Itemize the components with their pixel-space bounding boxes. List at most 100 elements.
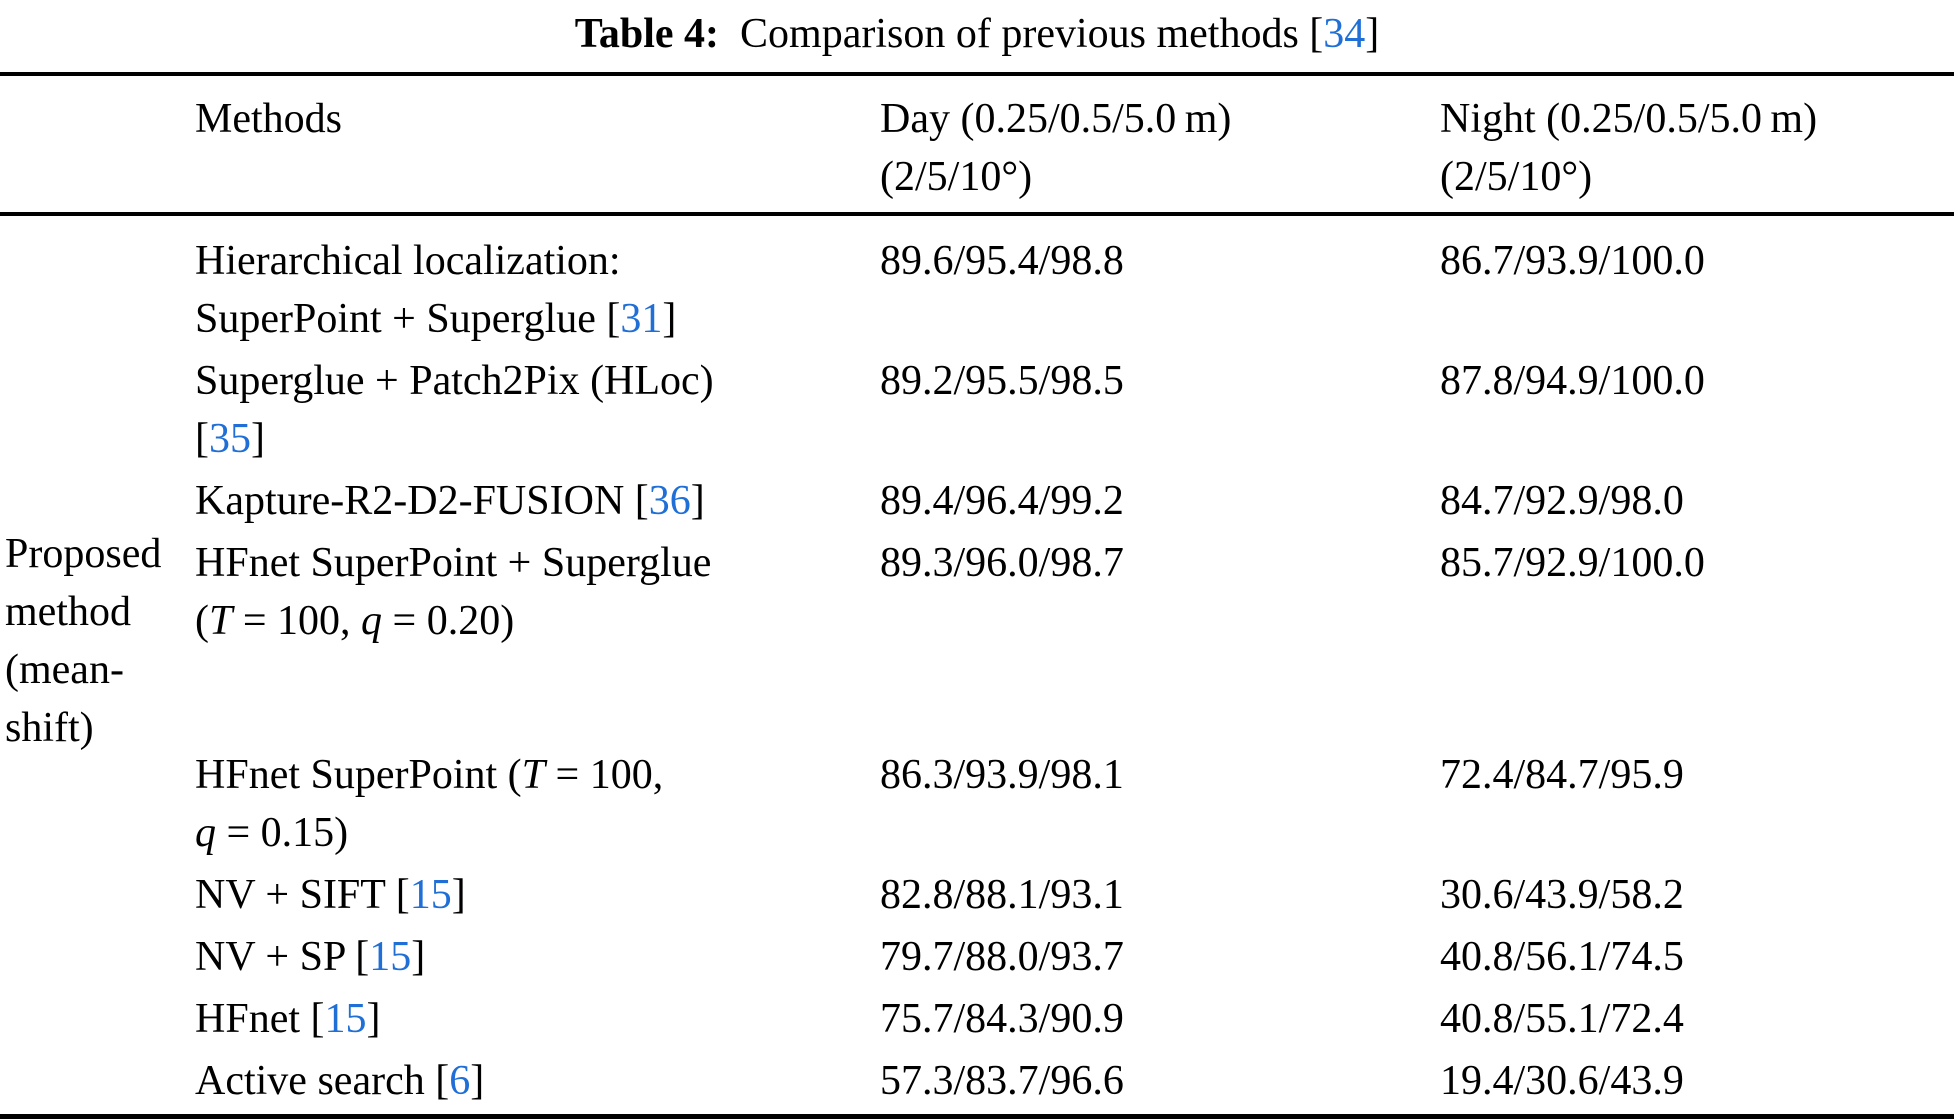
- text-segment: T: [521, 752, 546, 798]
- column-header-methods-label: Methods: [195, 96, 342, 142]
- method-cell: Hierarchical localization: SuperPoint + S…: [190, 232, 875, 348]
- text-segment: HFnet [: [195, 996, 325, 1042]
- text-segment: = 100,: [232, 598, 362, 644]
- day-value-cell: 57.3/83.7/96.6: [880, 1058, 1124, 1104]
- table-rule-header: [0, 212, 1954, 216]
- method-line: Active search [6]: [195, 1052, 875, 1110]
- day-value-cell: 89.2/95.5/98.5: [880, 358, 1124, 404]
- method-line: q = 0.15): [195, 804, 875, 862]
- text-segment: [: [195, 416, 209, 462]
- text-segment: Hierarchical localization:: [195, 238, 621, 284]
- text-segment: ]: [251, 416, 265, 462]
- text-segment: ]: [690, 478, 705, 524]
- day-value-cell: 89.6/95.4/98.8: [880, 238, 1124, 284]
- method-cell: HFnet SuperPoint + Superglue (T = 100, q …: [190, 534, 875, 742]
- row-group-label-line: shift): [5, 705, 94, 751]
- method-line: Kapture-R2-D2-FUSION [36]: [195, 472, 875, 530]
- column-header-methods: Methods: [190, 90, 875, 206]
- method-cell: NV + SP [15]: [190, 928, 875, 986]
- citation-link[interactable]: 15: [409, 872, 452, 918]
- text-segment: Active search [: [195, 1058, 450, 1104]
- night-value-cell: 84.7/92.9/98.0: [1440, 478, 1684, 524]
- column-header-day-line2: (2/5/10°): [880, 154, 1033, 200]
- method-line: (T = 100, q = 0.20): [195, 592, 875, 650]
- citation-link[interactable]: 15: [324, 996, 367, 1042]
- column-header-day-line1: Day (0.25/0.5/5.0 m): [880, 96, 1232, 142]
- table-header-row: Methods Day (0.25/0.5/5.0 m) (2/5/10°) N…: [0, 76, 1954, 212]
- method-line: HFnet [15]: [195, 990, 875, 1048]
- column-header-day: Day (0.25/0.5/5.0 m) (2/5/10°): [875, 90, 1435, 206]
- method-cell: HFnet [15]: [190, 990, 875, 1048]
- method-line: HFnet SuperPoint (T = 100,: [195, 746, 875, 804]
- method-cell: NV + SIFT [15]: [190, 866, 875, 924]
- method-cell: Active search [6]: [190, 1052, 875, 1110]
- method-line: HFnet SuperPoint + Superglue: [195, 534, 875, 592]
- method-line: NV + SP [15]: [195, 928, 875, 986]
- method-cell: HFnet SuperPoint (T = 100, q = 0.15): [190, 746, 875, 862]
- citation-link[interactable]: 34: [1323, 11, 1366, 57]
- citation-link[interactable]: 36: [648, 478, 691, 524]
- row-group-label-line: method: [5, 589, 131, 635]
- citation-link[interactable]: 15: [369, 934, 412, 980]
- table-body: Proposed method (mean-shift) Hierarchical l…: [0, 216, 1954, 1114]
- column-header-night-line2: (2/5/10°): [1440, 154, 1593, 200]
- citation-link[interactable]: 6: [449, 1058, 471, 1104]
- row-group-label-line: (mean-: [5, 647, 124, 693]
- method-line: Hierarchical localization:: [195, 232, 875, 290]
- text-segment: Superglue + Patch2Pix (HLoc): [195, 358, 714, 404]
- text-segment: NV + SIFT [: [195, 872, 410, 918]
- day-value-cell: 89.4/96.4/99.2: [880, 478, 1124, 524]
- night-value-cell: 19.4/30.6/43.9: [1440, 1058, 1684, 1104]
- night-value-cell: 86.7/93.9/100.0: [1440, 238, 1705, 284]
- header-spacer-cell: [0, 90, 190, 206]
- text-segment: SuperPoint + Superglue [: [195, 296, 621, 342]
- day-value-cell: 75.7/84.3/90.9: [880, 996, 1124, 1042]
- method-cell: Kapture-R2-D2-FUSION [36]: [190, 472, 875, 530]
- text-segment: q: [361, 598, 383, 644]
- citation-link[interactable]: 31: [620, 296, 663, 342]
- table-rule-top: [0, 72, 1954, 76]
- night-value-cell: 85.7/92.9/100.0: [1440, 540, 1705, 586]
- text-segment: (: [195, 598, 209, 644]
- night-value-cell: 72.4/84.7/95.9: [1440, 752, 1684, 798]
- citation-link[interactable]: 35: [209, 416, 251, 462]
- method-line: SuperPoint + Superglue [31]: [195, 290, 875, 348]
- table-caption: Table 4: Comparison of previous methods …: [0, 0, 1954, 72]
- text-segment: ]: [1365, 11, 1380, 57]
- day-value-cell: 82.8/88.1/93.1: [880, 872, 1124, 918]
- column-header-night: Night (0.25/0.5/5.0 m) (2/5/10°): [1435, 90, 1954, 206]
- method-line: Superglue + Patch2Pix (HLoc): [195, 352, 875, 410]
- night-value-cell: 40.8/55.1/72.4: [1440, 996, 1684, 1042]
- method-line: [35]: [195, 410, 875, 468]
- day-value-cell: 86.3/93.9/98.1: [880, 752, 1124, 798]
- night-value-cell: 40.8/56.1/74.5: [1440, 934, 1684, 980]
- method-cell: Superglue + Patch2Pix (HLoc) [35]: [190, 352, 875, 468]
- text-segment: HFnet SuperPoint + Superglue: [195, 540, 712, 586]
- row-group-label-line: Proposed: [5, 531, 162, 577]
- text-segment: T: [209, 598, 233, 644]
- text-segment: Table 4:: [574, 11, 720, 57]
- text-segment: q: [195, 810, 216, 856]
- text-segment: ]: [366, 996, 381, 1042]
- text-segment: ]: [451, 872, 466, 918]
- text-segment: = 100,: [545, 752, 664, 798]
- text-segment: Comparison of previous methods [: [719, 11, 1324, 57]
- text-segment: ]: [662, 296, 677, 342]
- row-group-label: Proposed method (mean-shift): [5, 525, 190, 757]
- row-group-label-cell: Proposed method (mean-shift): [0, 232, 190, 1110]
- text-segment: HFnet SuperPoint (: [195, 752, 522, 798]
- method-line: NV + SIFT [15]: [195, 866, 875, 924]
- table-rule-bottom: [0, 1114, 1954, 1119]
- text-segment: = 0.15): [216, 810, 349, 856]
- night-value-cell: 30.6/43.9/58.2: [1440, 872, 1684, 918]
- text-segment: Kapture-R2-D2-FUSION [: [195, 478, 649, 524]
- night-value-cell: 87.8/94.9/100.0: [1440, 358, 1705, 404]
- day-value-cell: 79.7/88.0/93.7: [880, 934, 1124, 980]
- text-segment: NV + SP [: [195, 934, 370, 980]
- day-value-cell: 89.3/96.0/98.7: [880, 540, 1124, 586]
- column-header-night-line1: Night (0.25/0.5/5.0 m): [1440, 96, 1818, 142]
- text-segment: ]: [411, 934, 426, 980]
- text-segment: ]: [470, 1058, 485, 1104]
- text-segment: = 0.20): [382, 598, 515, 644]
